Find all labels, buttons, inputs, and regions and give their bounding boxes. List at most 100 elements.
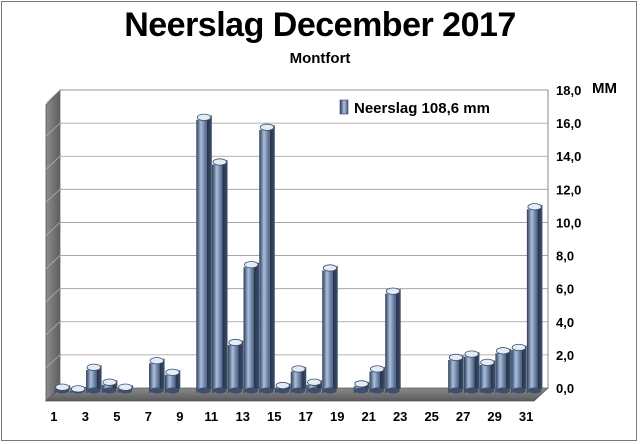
bar-top xyxy=(291,365,306,373)
bar-base xyxy=(527,387,542,394)
bar xyxy=(212,158,228,394)
bar-front xyxy=(212,164,223,393)
x-tick-label: 17 xyxy=(299,409,313,424)
bar-base xyxy=(244,387,259,394)
bar-base xyxy=(480,387,495,394)
bar-front xyxy=(243,267,255,393)
bar xyxy=(259,123,275,394)
bar xyxy=(243,261,260,394)
bar-base xyxy=(213,387,227,394)
legend-label: Neerslag 108,6 mm xyxy=(354,100,490,117)
x-tick-label: 3 xyxy=(82,409,89,424)
x-tick-label: 27 xyxy=(456,409,470,424)
bar-front xyxy=(385,293,396,393)
gridline-depth xyxy=(45,321,61,336)
bar-top xyxy=(118,383,133,391)
unit-label: MM xyxy=(592,80,617,97)
bar-side xyxy=(521,344,527,393)
bar-top xyxy=(165,368,180,376)
y-tick-label: 2,0 xyxy=(556,348,574,363)
bar-side xyxy=(254,262,260,393)
y-tick-label: 18,0 xyxy=(556,83,581,98)
bar-front xyxy=(463,356,475,393)
bar-side xyxy=(222,159,228,393)
bar-side xyxy=(505,348,511,393)
bar-front xyxy=(227,344,239,393)
bar xyxy=(353,380,370,394)
bar xyxy=(290,365,307,394)
bar-base xyxy=(228,387,243,394)
bar-front xyxy=(259,129,270,393)
bar-base xyxy=(354,387,369,394)
bar-top xyxy=(354,380,369,388)
bar xyxy=(322,264,338,394)
bar-base xyxy=(386,387,400,394)
y-tick-label: 12,0 xyxy=(556,182,581,197)
bar-side xyxy=(96,364,102,393)
bar-front xyxy=(86,369,97,393)
bar-side xyxy=(206,114,212,393)
bar-base xyxy=(323,387,337,394)
bar-base xyxy=(307,387,321,394)
x-tick-label: 11 xyxy=(204,409,218,424)
bar xyxy=(526,203,543,394)
gridline-depth xyxy=(45,222,61,236)
x-tick-label: 15 xyxy=(267,409,281,424)
y-tick-label: 16,0 xyxy=(556,116,581,131)
bar-top xyxy=(307,378,322,386)
x-tick-label: 31 xyxy=(519,409,533,424)
bar-side xyxy=(175,369,181,393)
bar xyxy=(495,347,511,394)
bar xyxy=(306,378,322,394)
x-tick-label: 13 xyxy=(236,409,250,424)
legend: Neerslag 108,6 mm xyxy=(339,99,490,117)
bar xyxy=(101,378,118,394)
chart-title: Neerslag December 2017 xyxy=(124,6,516,44)
bar-side xyxy=(159,358,165,393)
y-tick-label: 8,0 xyxy=(556,249,574,264)
gridline-depth xyxy=(45,255,61,269)
gridline-depth xyxy=(45,89,61,104)
bar-base xyxy=(370,387,384,394)
bar xyxy=(479,358,496,394)
bar xyxy=(86,363,102,394)
bars xyxy=(54,113,543,394)
bar-side xyxy=(301,366,307,393)
bar-top xyxy=(149,357,164,365)
bar-front xyxy=(290,371,302,393)
x-tick-label: 29 xyxy=(487,409,501,424)
bar xyxy=(463,350,480,394)
bar-side xyxy=(379,366,385,393)
bar-top xyxy=(275,381,290,390)
x-tick-label: 21 xyxy=(361,409,375,424)
gridline-depth xyxy=(45,288,61,302)
y-tick-label: 6,0 xyxy=(556,282,574,297)
bar-base xyxy=(102,387,117,394)
bar xyxy=(149,357,165,394)
bar-base xyxy=(496,387,510,394)
bar-side xyxy=(332,265,338,393)
bar-top xyxy=(196,113,212,121)
bar-front xyxy=(511,349,522,393)
bar-top xyxy=(259,123,275,131)
bar-side xyxy=(395,288,401,393)
bar-side xyxy=(537,204,543,393)
bar-top xyxy=(480,358,495,366)
gridline-depth xyxy=(45,189,61,203)
bar-base xyxy=(291,387,306,394)
bar-top xyxy=(102,378,117,386)
bar-front xyxy=(322,270,333,393)
bar-side xyxy=(238,339,244,393)
bar-top xyxy=(212,158,227,166)
chart-subtitle: Montfort xyxy=(289,50,351,67)
x-tick-label: 1 xyxy=(50,409,57,424)
bar-base xyxy=(197,387,211,394)
bar-top xyxy=(495,347,511,355)
bar xyxy=(511,343,527,394)
x-tick-label: 25 xyxy=(424,409,438,424)
bar-top xyxy=(370,365,385,373)
y-tick-label: 14,0 xyxy=(556,149,581,164)
bar-base xyxy=(276,387,290,394)
bar xyxy=(70,385,86,394)
